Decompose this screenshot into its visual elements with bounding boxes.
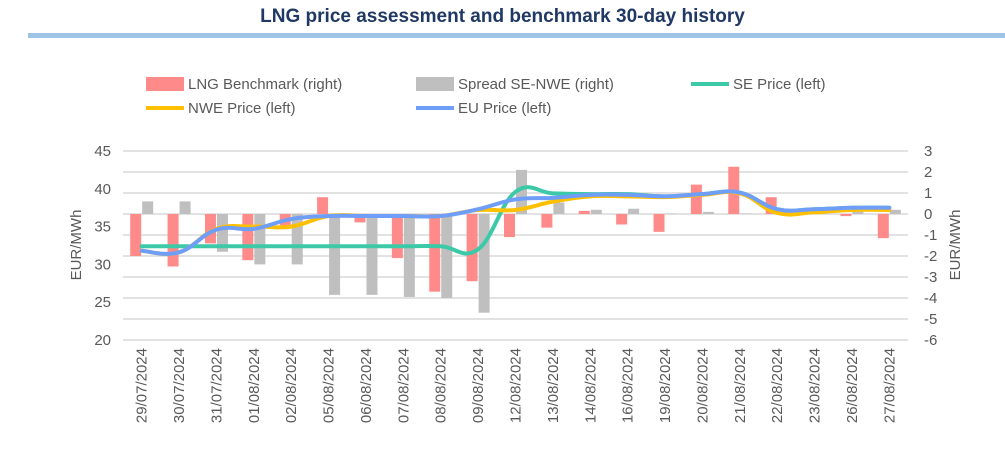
bar-lng-benchmark-right- (504, 214, 515, 238)
right-tick-label: -1 (924, 227, 937, 244)
x-tick-label: 16/08/2024 (620, 348, 637, 423)
bar-spread-se-nwe-right- (889, 209, 901, 214)
bar-spread-se-nwe-right- (441, 214, 453, 298)
x-tick-label: 26/08/2024 (844, 348, 861, 423)
x-tick-label: 12/08/2024 (508, 348, 525, 423)
line-se-price-left- (139, 185, 892, 256)
legend-label: Spread SE-NWE (right) (458, 76, 614, 93)
x-tick-label: 06/08/2024 (358, 348, 375, 423)
x-tick-label: 13/08/2024 (545, 348, 562, 423)
right-tick-label: 1 (924, 185, 932, 202)
bar-spread-se-nwe-right- (216, 214, 228, 252)
bar-lng-benchmark-right- (204, 214, 216, 244)
right-tick-label: -3 (924, 269, 937, 286)
left-tick-label: 25 (94, 294, 111, 311)
x-tick-label: 14/08/2024 (582, 348, 599, 423)
bar-spread-se-nwe-right- (254, 214, 266, 265)
bar-spread-se-nwe-right- (665, 213, 677, 215)
bar-lng-benchmark-right- (167, 214, 179, 267)
right-axis-label: EUR/MWh (947, 210, 964, 281)
bar-spread-se-nwe-right- (516, 169, 527, 214)
legend-label: SE Price (left) (733, 76, 826, 93)
x-tick-label: 23/08/2024 (807, 348, 824, 423)
x-tick-label: 09/08/2024 (470, 348, 487, 423)
bar-spread-se-nwe-right- (590, 209, 602, 214)
left-tick-label: 20 (94, 332, 111, 349)
left-tick-label: 30 (94, 256, 111, 273)
x-tick-label: 05/08/2024 (321, 348, 338, 423)
right-tick-label: -5 (924, 311, 937, 328)
right-tick-label: 3 (924, 143, 932, 160)
x-tick-label: 07/08/2024 (395, 348, 412, 423)
x-tick-label: 30/07/2024 (171, 348, 188, 423)
left-axis-label: EUR/MWh (68, 210, 85, 281)
bar-spread-se-nwe-right- (366, 214, 378, 295)
x-tick-label: 20/08/2024 (694, 348, 711, 423)
x-tick-label: 01/08/2024 (246, 348, 263, 423)
bar-spread-se-nwe-right- (702, 211, 714, 214)
x-tick-label: 29/07/2024 (134, 348, 151, 423)
bar-spread-se-nwe-right- (142, 201, 154, 214)
bar-lng-benchmark-right- (466, 214, 478, 282)
x-tick-label: 22/08/2024 (769, 348, 786, 423)
right-tick-label: -4 (924, 290, 937, 307)
bar-lng-benchmark-right- (541, 214, 553, 228)
bar-lng-benchmark-right- (653, 214, 665, 232)
right-tick-label: 0 (924, 206, 932, 223)
bar-lng-benchmark-right- (354, 214, 366, 223)
bar-spread-se-nwe-right- (291, 214, 303, 265)
bar-spread-se-nwe-right- (329, 214, 341, 295)
bar-lng-benchmark-right- (391, 214, 403, 259)
bar-spread-se-nwe-right- (628, 208, 640, 214)
legend-label: NWE Price (left) (188, 100, 296, 117)
bar-lng-benchmark-right- (130, 214, 142, 256)
bar-spread-se-nwe-right- (740, 213, 752, 215)
left-tick-label: 40 (94, 181, 111, 198)
x-tick-label: 27/08/2024 (881, 348, 898, 423)
bar-lng-benchmark-right- (242, 214, 254, 261)
bar-lng-benchmark-right- (690, 184, 702, 214)
right-tick-label: -2 (924, 248, 937, 265)
bar-spread-se-nwe-right- (852, 209, 864, 214)
left-tick-label: 35 (94, 219, 111, 236)
x-tick-label: 31/07/2024 (208, 348, 225, 423)
line-eu-price-left- (139, 189, 892, 256)
bar-lng-benchmark-right- (317, 197, 329, 214)
x-tick-label: 08/08/2024 (433, 348, 450, 423)
bar-lng-benchmark-right- (429, 214, 441, 292)
right-tick-label: -6 (924, 332, 937, 349)
legend-label: EU Price (left) (458, 100, 551, 117)
x-tick-label: 02/08/2024 (283, 348, 300, 423)
chart-title: LNG price assessment and benchmark 30-da… (260, 6, 745, 27)
bar-lng-benchmark-right- (578, 210, 590, 214)
x-tick-label: 19/08/2024 (657, 348, 674, 423)
bar-spread-se-nwe-right- (179, 201, 191, 214)
bar-lng-benchmark-right- (877, 214, 889, 239)
right-tick-label: 2 (924, 164, 932, 181)
bar-lng-benchmark-right- (840, 214, 852, 217)
title-underline (28, 33, 1005, 38)
legend-label: LNG Benchmark (right) (188, 76, 342, 93)
legend-swatch (416, 77, 454, 91)
left-tick-label: 45 (94, 143, 111, 160)
bar-spread-se-nwe-right- (403, 214, 415, 297)
bar-spread-se-nwe-right- (478, 214, 490, 313)
x-tick-label: 21/08/2024 (732, 348, 749, 423)
legend-swatch (146, 77, 184, 91)
bar-spread-se-nwe-right- (553, 202, 565, 214)
bar-lng-benchmark-right- (616, 214, 628, 225)
